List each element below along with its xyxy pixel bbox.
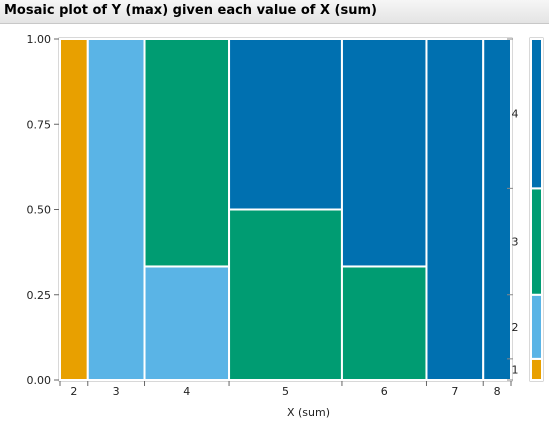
legend-label-3: 3 [512, 236, 519, 249]
mosaic-cell-x4-y3 [143, 38, 231, 268]
mosaic-cell-x7-y4 [425, 38, 485, 381]
legend-label-2: 2 [512, 321, 519, 334]
x-tick-label-8: 8 [494, 385, 501, 398]
legend-label-4: 4 [512, 108, 519, 121]
mosaic-cell-x5-y4 [228, 38, 343, 211]
mosaic-cell-x2-y1 [59, 38, 89, 381]
y-tick-label: 0.00 [27, 374, 52, 387]
x-tick-label-4: 4 [183, 385, 190, 398]
mosaic-cell-x5-y3 [228, 208, 343, 381]
mosaic-cell-x6-y4 [340, 38, 428, 268]
x-tick-label-5: 5 [282, 385, 289, 398]
x-axis-title: X (sum) [287, 406, 330, 419]
x-tick-label-3: 3 [113, 385, 120, 398]
mosaic-cell-x3-y2 [86, 38, 146, 381]
y-tick-label: 0.25 [27, 289, 52, 302]
x-tick-label-2: 2 [70, 385, 77, 398]
legend-segment-1 [530, 357, 543, 382]
legend-segment-2 [530, 293, 543, 360]
mosaic-cell-x8-y4 [482, 38, 512, 381]
title-bar: Mosaic plot of Y (max) given each value … [0, 0, 549, 24]
chart-title: Mosaic plot of Y (max) given each value … [4, 3, 377, 18]
legend-segment-3 [530, 187, 543, 296]
legend-label-1: 1 [512, 363, 519, 376]
x-tick-label-7: 7 [451, 385, 458, 398]
mosaic-cell-x4-y2 [143, 265, 231, 381]
y-tick-label: 0.75 [27, 118, 52, 131]
mosaic-cell-x6-y3 [340, 265, 428, 381]
y-tick-label: 1.00 [27, 33, 52, 46]
x-tick-label-6: 6 [381, 385, 388, 398]
legend-segment-4 [530, 38, 543, 190]
y-tick-label: 0.50 [27, 204, 52, 217]
